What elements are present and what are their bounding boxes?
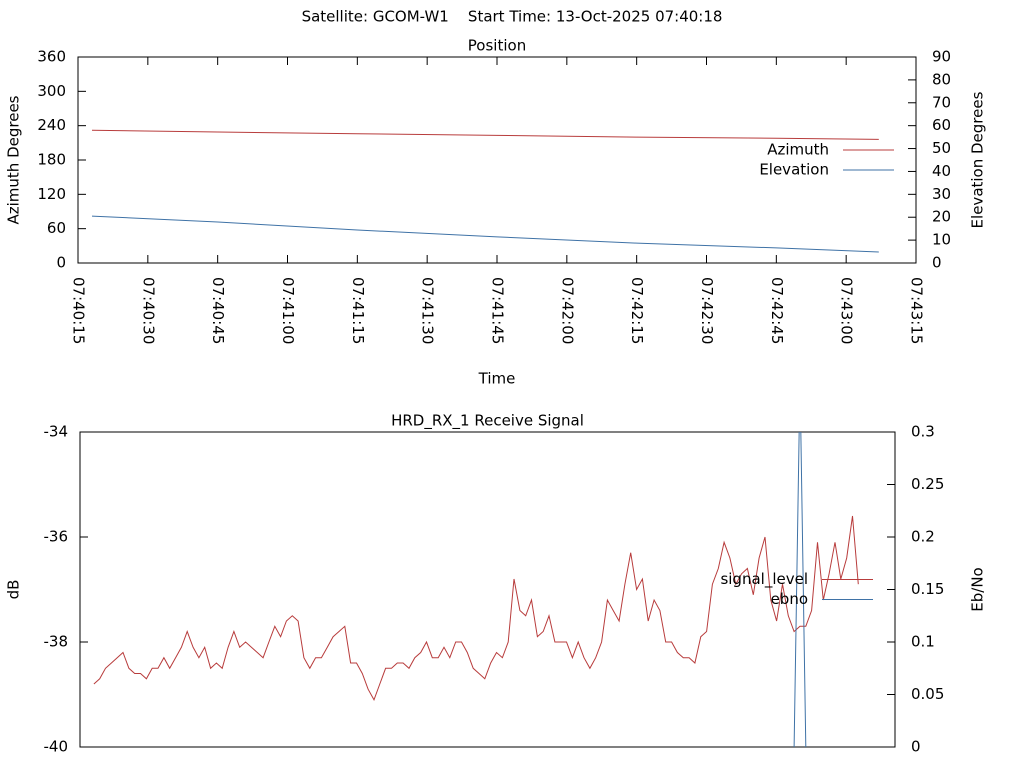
series-line <box>93 515 859 701</box>
x-tick-label: 07:40:15 <box>70 277 88 344</box>
y-tick-label: 120 <box>37 185 66 203</box>
y-tick-label: -36 <box>44 528 69 546</box>
y2-tick-label: 0.15 <box>911 580 944 598</box>
y2-axis-label: Eb/No <box>969 567 987 611</box>
y-tick-label: 180 <box>37 151 66 169</box>
y2-tick-label: 70 <box>932 93 951 111</box>
legend-label: Azimuth <box>767 141 829 159</box>
y2-tick-label: 40 <box>932 162 951 180</box>
y2-tick-label: 30 <box>932 185 951 203</box>
x-tick-label: 07:42:15 <box>628 277 646 344</box>
x-tick-label: 07:42:45 <box>768 277 786 344</box>
legend-label: signal_level <box>720 570 808 589</box>
y-tick-label: 360 <box>37 48 66 66</box>
y2-tick-label: 10 <box>932 231 951 249</box>
y-tick-label: -38 <box>44 633 69 651</box>
page-title: Satellite: GCOM-W1 Start Time: 13-Oct-20… <box>302 8 723 26</box>
y2-tick-label: 0 <box>911 738 921 756</box>
y2-tick-label: 80 <box>932 70 951 88</box>
y2-tick-label: 60 <box>932 116 951 134</box>
x-tick-label: 07:43:15 <box>908 277 926 344</box>
y2-tick-label: 0.05 <box>911 685 944 703</box>
y-axis-label: dB <box>5 580 23 600</box>
y-tick-label: -34 <box>44 423 69 441</box>
y2-tick-label: 0.1 <box>911 633 935 651</box>
x-tick-label: 07:41:45 <box>489 277 507 344</box>
y-tick-label: 60 <box>47 219 66 237</box>
x-tick-label: 07:41:00 <box>279 277 297 344</box>
series-line <box>91 129 879 140</box>
series-line <box>793 432 807 747</box>
x-tick-label: 07:41:15 <box>349 277 367 344</box>
x-tick-label: 07:40:30 <box>139 277 157 344</box>
x-tick-label: 07:42:30 <box>698 277 716 344</box>
y2-tick-label: 0.3 <box>911 423 935 441</box>
y2-tick-label: 0.2 <box>911 528 935 546</box>
x-tick-label: 07:40:45 <box>209 277 227 344</box>
legend-label: Elevation <box>759 161 829 179</box>
y2-tick-label: 0 <box>932 254 942 272</box>
series-line <box>91 215 879 253</box>
x-tick-label: 07:41:30 <box>419 277 437 344</box>
x-tick-label: 07:42:00 <box>558 277 576 344</box>
chart-title: HRD_RX_1 Receive Signal <box>391 412 584 431</box>
y2-tick-label: 90 <box>932 48 951 66</box>
y-tick-label: -40 <box>44 738 69 756</box>
y-tick-label: 300 <box>37 82 66 100</box>
x-tick-label: 07:43:00 <box>838 277 856 344</box>
y2-tick-label: 20 <box>932 208 951 226</box>
y-axis-label: Azimuth Degrees <box>5 95 23 224</box>
y-tick-label: 0 <box>56 254 66 272</box>
legend-label: ebno <box>771 590 808 608</box>
chart-title: Position <box>468 37 526 55</box>
y2-tick-label: 0.25 <box>911 475 944 493</box>
y-tick-label: 240 <box>37 116 66 134</box>
y2-tick-label: 50 <box>932 139 951 157</box>
x-axis-label: Time <box>478 370 516 388</box>
y2-axis-label: Elevation Degrees <box>969 91 987 228</box>
